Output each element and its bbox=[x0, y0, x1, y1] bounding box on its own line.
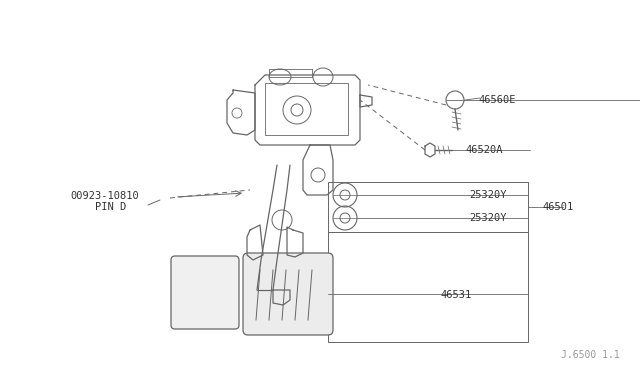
FancyBboxPatch shape bbox=[243, 253, 333, 335]
FancyBboxPatch shape bbox=[171, 256, 239, 329]
Bar bbox=[328, 232, 528, 342]
Text: PIN D: PIN D bbox=[95, 202, 126, 212]
Text: 00923-10810: 00923-10810 bbox=[70, 191, 139, 201]
Bar bbox=[265, 83, 348, 135]
Text: 25320Y: 25320Y bbox=[469, 213, 506, 223]
Text: J.6500 1.1: J.6500 1.1 bbox=[561, 350, 620, 360]
Bar bbox=[328, 182, 528, 232]
Text: 46501: 46501 bbox=[542, 202, 573, 212]
Text: 46520A: 46520A bbox=[465, 145, 502, 155]
Text: 46531: 46531 bbox=[440, 290, 471, 300]
Text: 25320Y: 25320Y bbox=[469, 190, 506, 200]
Text: 46560E: 46560E bbox=[478, 95, 515, 105]
